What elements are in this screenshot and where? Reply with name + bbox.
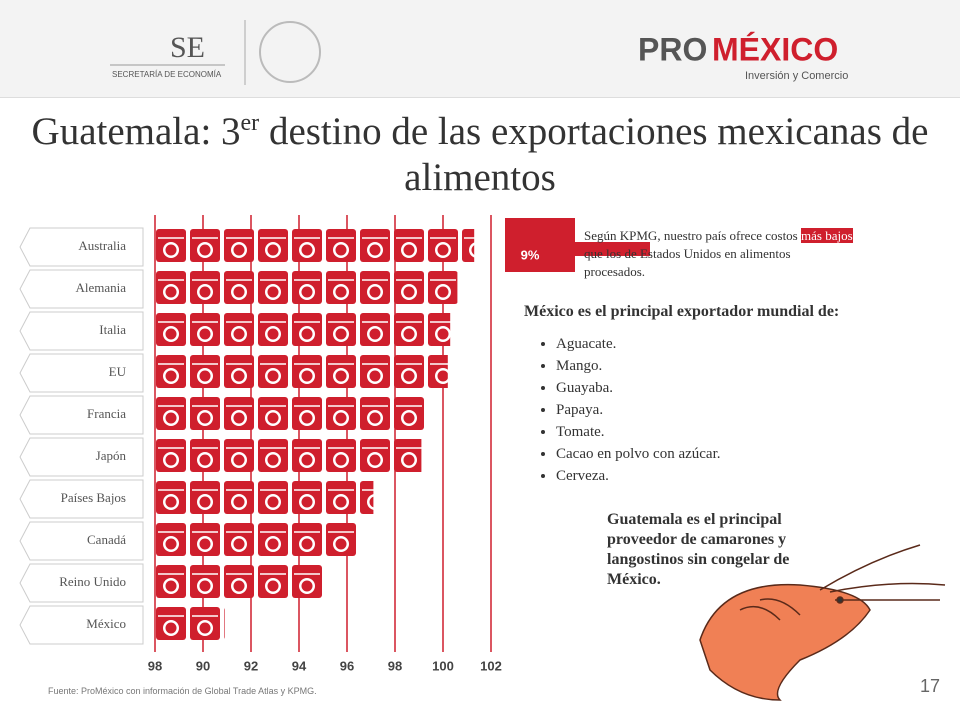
category-tab <box>19 521 144 561</box>
list-item: Guayaba. <box>556 377 944 399</box>
category-tab <box>19 395 144 435</box>
bar <box>155 394 425 432</box>
text: que los de Estados Unidos en alimentos p… <box>584 246 791 279</box>
x-tick-label: 94 <box>292 658 307 673</box>
category-tab <box>19 605 144 645</box>
y-tick-label: Canadá <box>87 532 126 547</box>
y-tick-label: Italia <box>99 322 126 337</box>
list-item: Tomate. <box>556 421 944 443</box>
kpmg-note: Según KPMG, nuestro país ofrece costos m… <box>584 227 854 281</box>
y-tick-label: Países Bajos <box>61 490 126 505</box>
source: Fuente: ProMéxico con información de Glo… <box>48 686 317 696</box>
list-item: Cerveza. <box>556 465 944 487</box>
category-tab <box>19 269 144 309</box>
x-tick-label: 92 <box>244 658 258 673</box>
category-tab <box>19 311 144 351</box>
list-item: Mango. <box>556 355 944 377</box>
title-sup: er <box>240 110 260 136</box>
bar <box>155 520 357 558</box>
mexico-logo: MÉXICO <box>712 31 838 67</box>
y-tick-label: Reino Unido <box>59 574 126 589</box>
y-tick-label: Francia <box>87 406 126 421</box>
x-tick-label: 102 <box>480 658 502 673</box>
list-item: Papaya. <box>556 399 944 421</box>
category-tab <box>19 563 144 603</box>
y-tick-label: México <box>86 616 126 631</box>
bar <box>155 268 458 306</box>
category-tab <box>19 227 144 267</box>
shrimp <box>699 544 946 701</box>
bar <box>155 436 422 474</box>
bar <box>155 352 448 390</box>
category-tab <box>19 479 144 519</box>
seal <box>259 21 321 83</box>
list-item: Cacao en polvo con azúcar. <box>556 443 944 465</box>
bar <box>155 478 374 516</box>
header <box>0 0 960 98</box>
y-tick-label: EU <box>109 364 127 379</box>
y-tick-label: Alemania <box>75 280 126 295</box>
badge: 9% <box>521 247 540 262</box>
guatemala-note: Guatemala es el principal proveedor de c… <box>607 511 790 588</box>
y-tick-label: Japón <box>96 448 127 463</box>
highlight: más bajos <box>801 228 853 243</box>
y-tick-label: Australia <box>78 238 126 253</box>
badge-shape <box>505 218 650 272</box>
list-item: Aguacate. <box>556 333 944 355</box>
text: Según KPMG, nuestro país ofrece costos <box>584 228 798 243</box>
pro-logo: PRO <box>638 31 707 67</box>
pro-sub: Inversión y Comercio <box>745 70 848 82</box>
title-text: Guatemala: 3 <box>31 110 241 153</box>
x-tick-label: 90 <box>196 658 210 673</box>
bar <box>155 562 323 600</box>
x-tick-label: 98 <box>388 658 402 673</box>
bar <box>155 310 451 348</box>
category-tab <box>19 353 144 393</box>
x-tick-label: 100 <box>432 658 454 673</box>
category-tab <box>19 437 144 477</box>
title-text: destino de las exportaciones mexicanas d… <box>259 110 929 153</box>
page-number: 17 <box>920 676 941 696</box>
title-text: alimentos <box>404 156 556 199</box>
bar <box>155 604 225 642</box>
heading: México es el principal exportador mundia… <box>524 303 840 320</box>
list: Aguacate.Mango.Guayaba.Papaya.Tomate.Cac… <box>524 333 944 487</box>
se-name: SECRETARÍA DE ECONOMÍA <box>112 70 222 79</box>
se-logo: SE <box>170 31 205 64</box>
title: Guatemala: 3er destino de las exportacio… <box>0 100 960 201</box>
exporter: México es el principal exportador mundia… <box>524 303 944 487</box>
bar <box>155 226 475 264</box>
x-tick-label: 96 <box>340 658 354 673</box>
x-tick-label: 98 <box>148 658 162 673</box>
